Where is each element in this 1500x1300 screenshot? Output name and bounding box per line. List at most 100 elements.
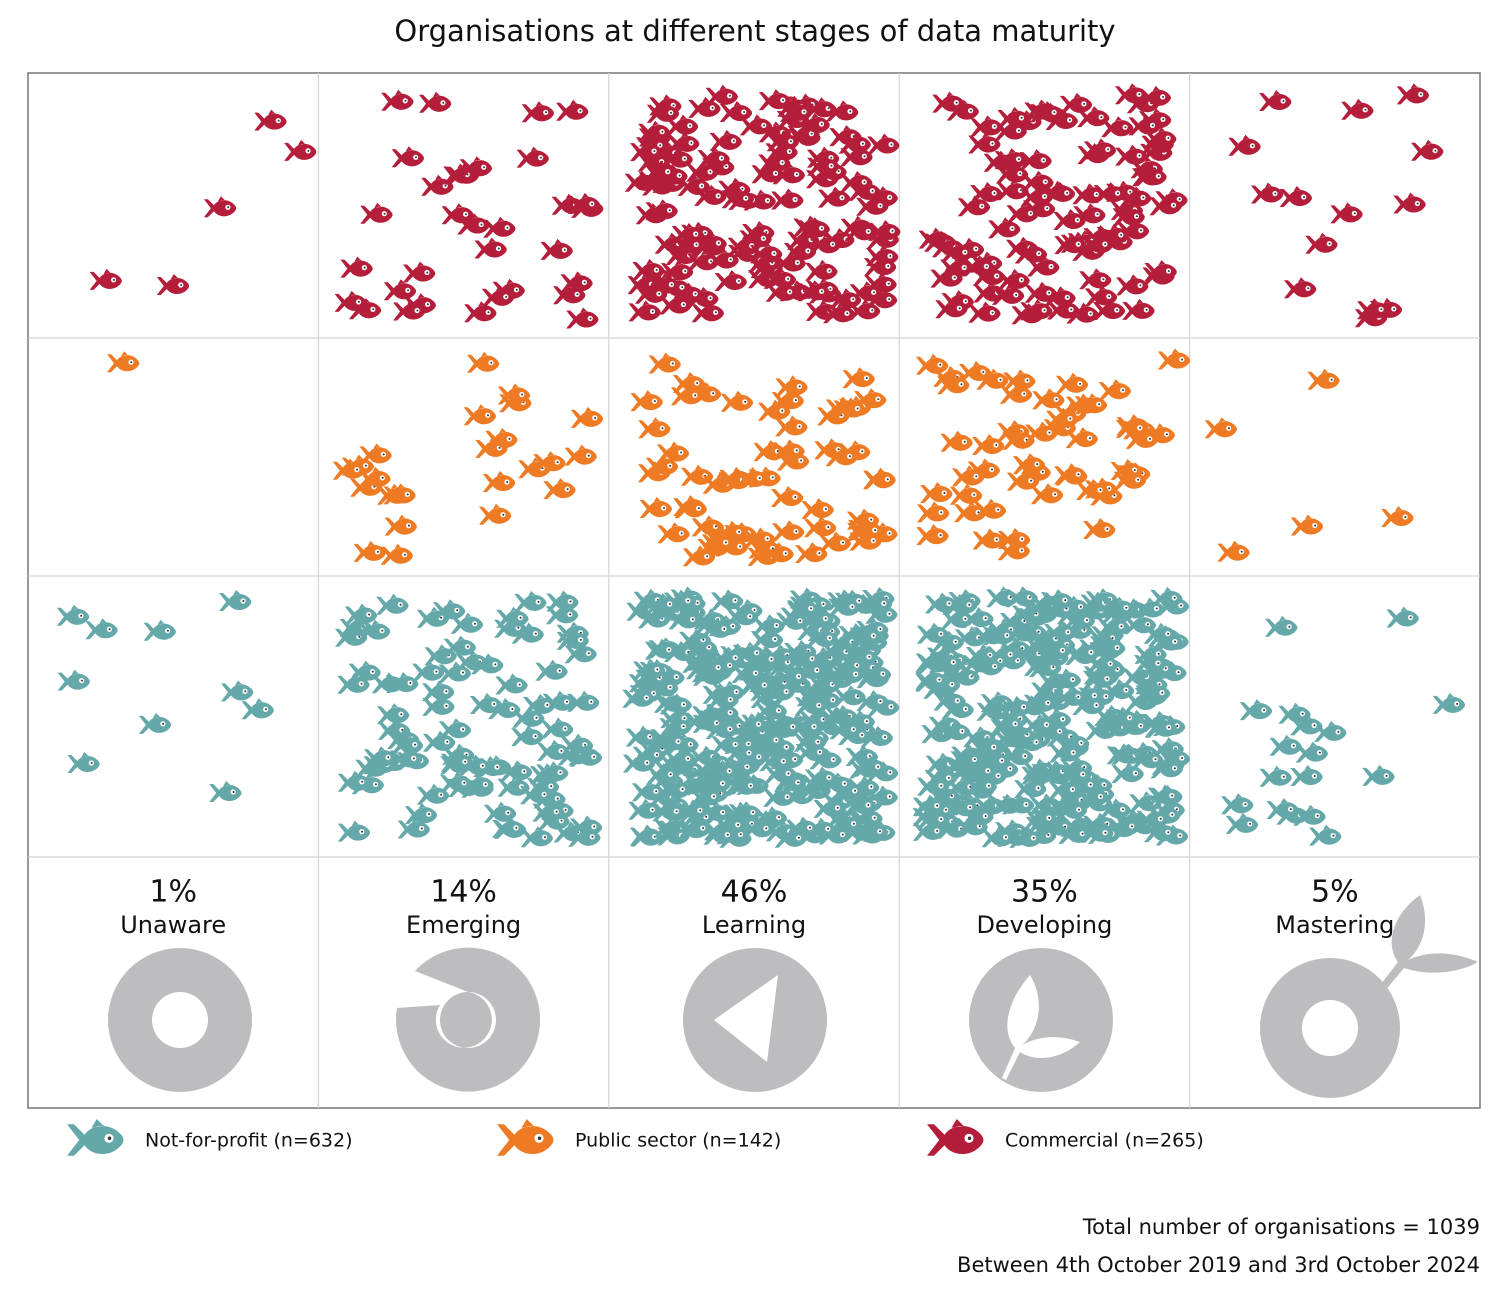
fish: [672, 372, 706, 393]
fish: [570, 406, 604, 428]
fish: [474, 237, 507, 259]
fish: [867, 133, 900, 155]
fish: [997, 106, 1030, 128]
stage-percent: 1%: [149, 875, 197, 910]
fish: [988, 217, 1021, 239]
fish: [564, 444, 597, 466]
fish: [1079, 268, 1112, 290]
fish: [360, 202, 393, 224]
footnote: Between 4th October 2019 and 3rd October…: [957, 1253, 1480, 1277]
stage-name: Mastering: [1275, 911, 1394, 939]
fish: [337, 820, 371, 842]
fish: [630, 390, 663, 412]
stage-name: Unaware: [120, 911, 226, 939]
fish: [566, 307, 599, 329]
fish: [1259, 90, 1292, 111]
fish: [364, 746, 397, 768]
fish: [516, 146, 549, 168]
fish: [804, 766, 838, 788]
icon-mastering: [1260, 958, 1400, 1098]
fish: [1059, 92, 1093, 114]
fish: [632, 259, 665, 280]
stage-icons: [108, 895, 1478, 1098]
fish: [203, 196, 237, 218]
fish: [842, 367, 875, 389]
footnote: Total number of organisations = 1039: [1082, 1215, 1480, 1239]
stage-name: Learning: [702, 911, 806, 939]
fish: [57, 669, 90, 691]
legend-label: Not-for-profit (n=632): [145, 1130, 353, 1152]
fish: [688, 96, 721, 118]
fish: [497, 383, 531, 405]
fish: [916, 353, 949, 375]
fish: [479, 503, 512, 525]
fish: [467, 351, 500, 373]
fish: [1115, 144, 1148, 166]
fish: [711, 589, 744, 611]
fish: [464, 301, 497, 323]
fish: [1269, 734, 1302, 756]
icon-mastering-leaves: [1378, 895, 1478, 992]
fish: [1330, 202, 1363, 224]
fish: [1290, 765, 1323, 786]
fish: [495, 673, 528, 695]
fish: [1279, 186, 1312, 207]
fish: [353, 540, 386, 562]
fish: [1381, 506, 1414, 527]
fish: [1204, 417, 1237, 439]
fish: [628, 300, 661, 322]
fish: [334, 290, 367, 312]
fish: [1432, 692, 1466, 714]
fish: [1083, 138, 1117, 160]
fish: [1072, 183, 1105, 205]
fish: [537, 739, 570, 761]
stage-percent: 14%: [430, 875, 497, 910]
fish: [916, 524, 949, 546]
fish: [1055, 372, 1089, 394]
fish: [772, 520, 805, 542]
fish: [1265, 615, 1298, 637]
fish: [671, 223, 704, 244]
stage-percent: 46%: [721, 875, 788, 910]
fish: [419, 91, 452, 113]
fish: [648, 352, 681, 374]
fish: [540, 238, 573, 260]
legend-label: Public sector (n=142): [575, 1130, 781, 1152]
fish: [691, 301, 724, 323]
fish: [1266, 798, 1299, 820]
fish: [714, 270, 747, 291]
fish: [340, 256, 373, 278]
fish: [546, 590, 579, 612]
fish: [1290, 514, 1324, 536]
fish: [241, 698, 274, 720]
fish: [107, 351, 140, 373]
fish: [521, 101, 554, 123]
fish: [940, 430, 973, 452]
fish: [1259, 765, 1292, 787]
fish: [416, 783, 450, 805]
fish: [949, 483, 983, 505]
fish: [917, 501, 950, 523]
fish: [771, 188, 804, 210]
plot-frame: [27, 72, 1481, 1109]
fish: [391, 146, 424, 168]
grid: [28, 73, 1480, 1108]
fish: [1386, 606, 1419, 628]
fish-group: [89, 83, 1444, 329]
stage-labels: 1%Unaware 14%Emerging 46%Learning 35%Develo…: [120, 875, 1394, 940]
fish: [775, 375, 808, 397]
fish: [377, 703, 410, 725]
fish: [1396, 83, 1429, 105]
legend-fish: [927, 1119, 984, 1156]
fish: [254, 109, 287, 131]
chart-title: Organisations at different stages of dat…: [394, 14, 1115, 48]
fish: [1024, 281, 1058, 303]
fish: [1012, 453, 1046, 475]
fish: [1083, 518, 1116, 539]
stage-name: Developing: [976, 911, 1112, 939]
fish-group: [107, 348, 1414, 567]
fish: [143, 619, 176, 641]
fish: [403, 261, 436, 283]
fish: [404, 803, 438, 825]
fish: [496, 606, 529, 628]
